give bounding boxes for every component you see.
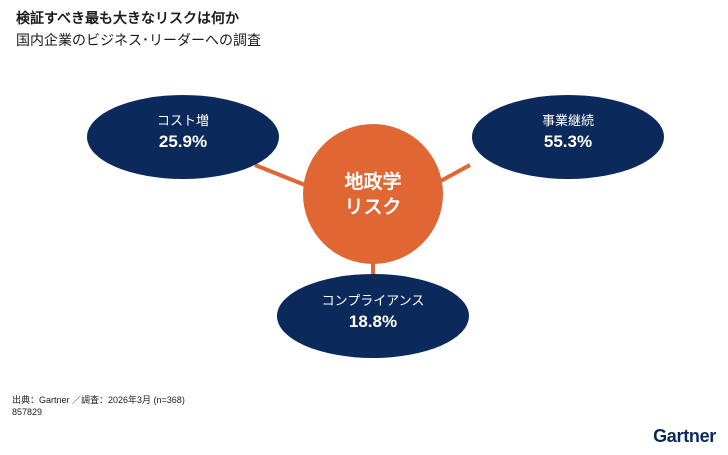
node-cost-ellipse — [87, 95, 279, 179]
chart-title: 検証すべき最も大きなリスクは何か — [16, 10, 240, 26]
center-node-line2: リスク — [344, 197, 402, 218]
gartner-logo: Gartner — [653, 426, 716, 446]
footer-source: 出典：Gartner ／調査：2026年3月 (n=368) — [12, 395, 185, 405]
node-continuity: 事業継続 55.3% — [488, 112, 648, 154]
center-node-line1: 地政学 — [344, 172, 402, 193]
footer-id: 857829 — [12, 407, 43, 417]
node-cost-label: コスト増 — [156, 113, 209, 128]
node-compliance-ellipse — [277, 274, 469, 358]
node-cost: コスト増 25.9% — [103, 112, 263, 154]
node-compliance: コンプライアンス 18.8% — [293, 292, 453, 334]
center-node-circle — [303, 124, 443, 264]
node-continuity-ellipse — [472, 95, 664, 179]
node-cost-value: 25.9% — [158, 132, 208, 151]
node-continuity-label: 事業継続 — [541, 113, 594, 128]
node-continuity-value: 55.3% — [543, 132, 593, 151]
chart-subtitle: 国内企業のビジネス･リーダーへの調査 — [16, 32, 261, 48]
center-node: 地政学 リスク — [313, 170, 433, 220]
node-compliance-value: 18.8% — [348, 312, 398, 331]
node-compliance-label: コンプライアンス — [321, 293, 425, 308]
